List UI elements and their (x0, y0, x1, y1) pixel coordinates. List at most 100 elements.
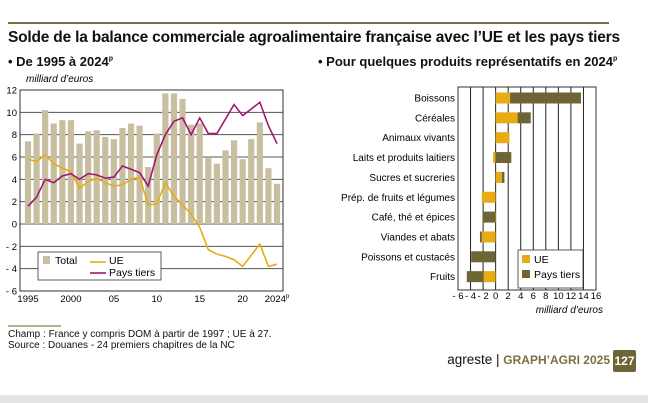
category-label: Boissons (414, 94, 455, 105)
x-tick-label: 6 (531, 291, 536, 302)
x-tick-label: 10 (152, 294, 163, 305)
champ-note: Champ : France y compris DOM à partir de… (8, 329, 272, 340)
bar-pays-tiers-0 (510, 92, 581, 104)
footer-rule (8, 325, 61, 327)
legend-box (37, 251, 162, 281)
bar-total-2001 (76, 143, 83, 224)
bar-total-2023 (265, 168, 272, 224)
category-label: Viandes et abats (381, 232, 455, 243)
bar-total-2018 (222, 150, 229, 224)
line-ue (27, 153, 278, 268)
x-axis-unit: milliard d’euros (536, 305, 603, 316)
bar-total-1998 (50, 123, 57, 224)
bar-pays-tiers-7 (479, 231, 482, 243)
x-tick-label: - 4 (465, 291, 476, 302)
category-label: Poissons et custacés (361, 252, 455, 263)
x-tick-label: 20 (237, 294, 248, 305)
x-tick-label: 10 (553, 291, 564, 302)
y-tick-label: 0 (12, 220, 17, 231)
page-number-badge: 127 (613, 350, 636, 372)
x-tick-label: 12 (566, 291, 577, 302)
bar-total-2016 (205, 158, 212, 224)
bar-pays-tiers-6 (482, 211, 496, 223)
bar-total-2007 (127, 123, 135, 224)
category-label: Fruits (430, 272, 455, 283)
x-tick-label: 15 (194, 294, 205, 305)
bar-total-2015 (196, 123, 203, 224)
bar-total-2011 (162, 93, 169, 224)
right-chart-subtitle: • Pour quelques produits représentatifs … (318, 54, 618, 69)
x-tick-label: 2024p (265, 294, 290, 305)
bar-ue-1 (495, 112, 518, 124)
bar-pays-tiers-8 (471, 251, 496, 263)
x-tick-label: 14 (578, 291, 589, 302)
bar-total-2017 (213, 163, 220, 224)
y-tick-label: 4 (12, 175, 17, 186)
y-tick-label: - 2 (6, 242, 17, 253)
plot-frame (19, 89, 284, 292)
legend-label-ue: UE (534, 254, 549, 266)
bar-total-1999 (59, 120, 66, 224)
y-tick-label: - 6 (6, 287, 17, 298)
bar-total-2005 (110, 139, 117, 224)
bar-total-1995 (24, 141, 32, 224)
x-tick-label: 2 (506, 291, 511, 302)
bar-pays-tiers-1 (517, 112, 531, 124)
y-tick-label: 2 (12, 197, 17, 208)
bar-ue-5 (481, 191, 496, 203)
bar-ue-6 (495, 211, 496, 223)
x-tick-label: 4 (518, 291, 523, 302)
bar-total-2002 (85, 131, 92, 224)
bar-total-2013 (179, 98, 186, 224)
bar-pays-tiers-9 (466, 271, 484, 283)
bar-ue-0 (495, 92, 511, 104)
legend-label-pays-tiers: Pays tiers (109, 267, 155, 279)
legend-label-total: Total (55, 255, 77, 267)
bar-total-2008 (136, 125, 143, 224)
category-label: Prép. de fruits et légumes (341, 193, 455, 204)
bar-pays-tiers-3 (495, 152, 512, 164)
page-title: Solde de la balance commerciale agroalim… (8, 29, 620, 46)
bar-total-2003 (93, 130, 100, 224)
x-tick-label: 05 (109, 294, 120, 305)
source-note: Source : Douanes - 24 premiers chapitres… (8, 340, 235, 351)
category-label: Café, thé et épices (372, 213, 455, 224)
x-tick-label: 1995 (17, 294, 38, 305)
category-label: Céréales (415, 113, 455, 124)
bar-total-2004 (102, 136, 109, 224)
legend-swatch-ue (522, 255, 530, 263)
bar-total-2009 (145, 167, 152, 224)
y-tick-label: 12 (6, 86, 17, 97)
x-tick-label: 8 (543, 291, 548, 302)
bar-ue-2 (495, 132, 510, 144)
bar-total-2022 (256, 122, 263, 224)
bar-total-2006 (119, 127, 126, 224)
category-label: Sucres et sucreries (369, 173, 455, 184)
x-tick-label: 0 (493, 291, 498, 302)
category-label: Laits et produits laitiers (353, 153, 455, 164)
bottom-band (0, 395, 648, 403)
y-tick-label: 10 (6, 108, 17, 119)
publication-brand: agreste | GRAPH’AGRI 2025 (447, 352, 610, 367)
y-tick-label: 8 (12, 130, 17, 141)
y-tick-label: 6 (12, 153, 17, 164)
bar-total-1997 (42, 110, 49, 224)
bar-pays-tiers-4 (501, 171, 505, 183)
bar-total-2012 (170, 93, 178, 224)
plot-frame (457, 86, 597, 291)
bar-total-2019 (230, 140, 238, 224)
bar-total-1996 (33, 133, 40, 224)
y-axis-unit: milliard d’euros (26, 74, 93, 85)
bar-ue-7 (481, 231, 496, 243)
bar-ue-4 (495, 171, 502, 183)
legend-label-pays-tiers: Pays tiers (534, 269, 580, 281)
y-tick-label: - 4 (6, 264, 17, 275)
legend-label-ue: UE (109, 255, 124, 267)
x-tick-label: - 2 (478, 291, 489, 302)
category-label: Animaux vivants (382, 133, 455, 144)
line-pays-tiers (27, 100, 278, 207)
x-tick-label: 16 (591, 291, 602, 302)
bar-ue-3 (493, 152, 496, 164)
legend-swatch-pays-tiers (522, 270, 530, 278)
